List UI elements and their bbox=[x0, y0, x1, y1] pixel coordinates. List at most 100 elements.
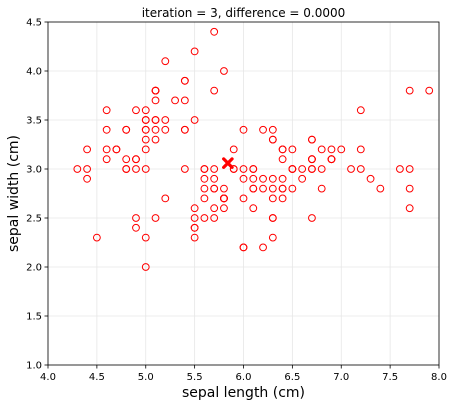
data-point bbox=[200, 194, 209, 203]
y-axis-label: sepal width (cm) bbox=[6, 135, 22, 252]
y-tick-label: 3.5 bbox=[26, 116, 42, 127]
data-point bbox=[92, 233, 101, 242]
data-point bbox=[376, 184, 385, 193]
data-point bbox=[259, 243, 267, 252]
data-point bbox=[298, 174, 307, 183]
data-point bbox=[405, 184, 414, 193]
data-point bbox=[190, 223, 199, 232]
x-tick-label: 6.0 bbox=[236, 372, 252, 383]
data-point bbox=[278, 194, 287, 203]
data-point bbox=[268, 214, 277, 222]
data-point bbox=[122, 155, 131, 164]
data-point bbox=[210, 174, 219, 183]
y-tick-label: 4.0 bbox=[26, 67, 42, 78]
data-point bbox=[161, 116, 170, 124]
data-point bbox=[308, 135, 316, 144]
data-point bbox=[102, 106, 111, 115]
x-tick-label: 4.5 bbox=[89, 372, 105, 383]
data-point bbox=[141, 233, 150, 242]
data-point bbox=[259, 125, 267, 134]
data-point bbox=[161, 57, 170, 66]
data-point bbox=[259, 174, 267, 183]
data-point bbox=[239, 165, 248, 173]
data-point bbox=[132, 155, 140, 164]
data-point bbox=[268, 194, 277, 203]
data-point bbox=[180, 76, 189, 85]
data-point bbox=[151, 96, 160, 105]
data-point bbox=[229, 145, 238, 154]
data-point bbox=[317, 165, 326, 173]
data-point bbox=[180, 96, 189, 105]
x-tick-label: 5.5 bbox=[187, 372, 203, 383]
data-point bbox=[220, 67, 228, 75]
data-point bbox=[259, 184, 267, 193]
data-point bbox=[83, 145, 91, 154]
data-point bbox=[141, 165, 150, 173]
data-point bbox=[200, 174, 209, 183]
data-point bbox=[102, 145, 111, 154]
data-point bbox=[278, 145, 287, 154]
data-point bbox=[405, 204, 414, 213]
data-point bbox=[190, 47, 199, 56]
data-point bbox=[200, 165, 209, 173]
data-point bbox=[151, 116, 160, 124]
data-point bbox=[151, 214, 160, 222]
chart-title: iteration = 3, difference = 0.0000 bbox=[142, 6, 346, 20]
data-point bbox=[210, 184, 219, 193]
data-point bbox=[308, 214, 316, 222]
data-point bbox=[327, 145, 336, 154]
data-point bbox=[141, 145, 150, 154]
data-point bbox=[83, 165, 91, 173]
data-point bbox=[190, 116, 199, 124]
data-point bbox=[249, 204, 258, 213]
x-tick-label: 7.5 bbox=[382, 372, 398, 383]
data-point bbox=[249, 184, 258, 193]
data-point bbox=[268, 125, 277, 134]
centroid-marker bbox=[222, 157, 234, 169]
y-tick-label: 1.5 bbox=[26, 312, 42, 323]
data-point bbox=[83, 174, 91, 183]
data-points bbox=[73, 27, 434, 271]
data-point bbox=[200, 214, 209, 222]
x-tick-label: 6.5 bbox=[284, 372, 300, 383]
y-tick-label: 1.0 bbox=[26, 361, 42, 372]
x-tick-label: 4.0 bbox=[40, 372, 56, 383]
data-point bbox=[288, 145, 297, 154]
data-point bbox=[278, 184, 287, 193]
data-point bbox=[210, 165, 219, 173]
data-point bbox=[356, 106, 365, 115]
data-point bbox=[308, 155, 316, 164]
data-point bbox=[190, 233, 199, 242]
data-point bbox=[132, 106, 140, 115]
data-point bbox=[102, 155, 111, 164]
data-point bbox=[278, 174, 287, 183]
data-point bbox=[268, 174, 277, 183]
data-point bbox=[220, 194, 228, 203]
data-point bbox=[288, 165, 297, 173]
data-point bbox=[141, 125, 150, 134]
data-point bbox=[239, 194, 248, 203]
axis-ticks: 4.0 4.5 5.0 5.5 6.0 6.5 7.0 7.5 8.0 1.0 1.5 2.0 2.5 3… bbox=[26, 18, 447, 384]
data-point bbox=[210, 204, 219, 213]
data-point bbox=[151, 86, 160, 95]
x-tick-label: 5.0 bbox=[138, 372, 154, 383]
data-point bbox=[298, 165, 307, 173]
y-tick-label: 3.0 bbox=[26, 165, 42, 176]
data-point bbox=[132, 165, 140, 173]
data-point bbox=[356, 145, 365, 154]
data-point bbox=[210, 214, 219, 222]
data-point bbox=[180, 125, 189, 134]
data-point bbox=[425, 86, 434, 95]
data-point bbox=[171, 96, 179, 105]
data-point bbox=[132, 223, 140, 232]
y-tick-label: 4.5 bbox=[26, 18, 42, 29]
data-point bbox=[239, 174, 248, 183]
data-point bbox=[161, 125, 170, 134]
plot-area-frame bbox=[47, 21, 440, 366]
y-tick-label: 2.5 bbox=[26, 214, 42, 225]
data-point bbox=[288, 184, 297, 193]
data-point bbox=[161, 194, 170, 203]
data-point bbox=[308, 165, 316, 173]
